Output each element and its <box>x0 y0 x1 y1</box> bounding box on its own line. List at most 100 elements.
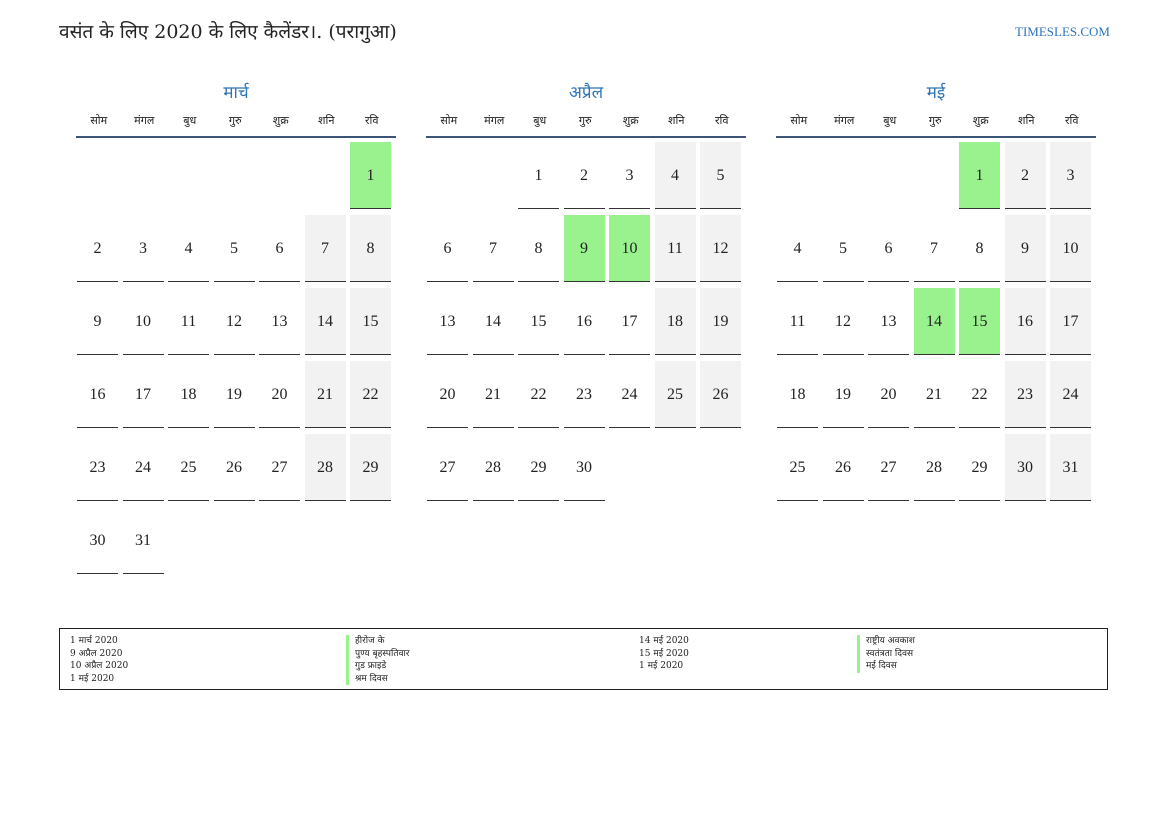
month-title: अप्रैल <box>568 83 604 103</box>
legend-holiday-name: मई दिवस <box>857 660 915 673</box>
site-link[interactable]: TIMESLES.COM <box>1015 24 1110 39</box>
weekday-label: सोम <box>440 114 458 127</box>
legend-date: 1 मई 2020 <box>639 661 684 672</box>
weekday-label: बुध <box>183 114 197 127</box>
day-cell: 9 <box>77 288 118 355</box>
legend-names-right: राष्ट्रीय अवकाश स्वतंत्रता दिवस मई दिवस <box>857 635 915 673</box>
day-cell: 25 <box>654 361 696 428</box>
day-cell: 27 <box>868 434 909 501</box>
day-cell: 18 <box>654 288 696 355</box>
day-cell: 2 <box>1004 142 1046 209</box>
legend-date: 15 मई 2020 <box>639 648 689 659</box>
weekday-label: मंगल <box>484 114 505 127</box>
weekday-label: गुरु <box>578 114 592 127</box>
day-cell: 7 <box>472 215 514 282</box>
weekday-label: बुध <box>533 114 547 127</box>
weekday-header: सोम मंगल बुध गुरु शुक्र शनि रवि <box>776 106 1096 138</box>
legend-holiday-name: श्रम दिवस <box>346 672 409 686</box>
day-cell: 11 <box>777 288 818 355</box>
day-cell: 6 <box>427 215 468 282</box>
day-cell: 11 <box>168 288 209 355</box>
day-cell: 2 <box>77 215 118 282</box>
day-cell: 12 <box>822 288 864 355</box>
weekday-label: गुरु <box>928 114 942 127</box>
day-cell: 29 <box>350 434 391 501</box>
day-cell: 2 <box>563 142 605 209</box>
legend-holiday-name: स्वतंत्रता दिवस <box>857 647 915 661</box>
day-cell: 1 <box>518 142 559 209</box>
day-cell: 18 <box>777 361 818 428</box>
day-cell: 11 <box>654 215 696 282</box>
day-cell: 23 <box>1004 361 1046 428</box>
weekday-label: शनि <box>318 114 335 127</box>
day-cell: 16 <box>1004 288 1046 355</box>
legend-date: 14 मई 2020 <box>639 636 689 646</box>
day-cell: 5 <box>822 215 864 282</box>
day-cell: 28 <box>304 434 346 501</box>
day-cell: 23 <box>563 361 605 428</box>
day-cell: 27 <box>427 434 468 501</box>
day-cell: 12 <box>700 215 741 282</box>
day-cell: 20 <box>259 361 300 428</box>
day-cell: 13 <box>427 288 468 355</box>
weekday-label: बुध <box>883 114 897 127</box>
day-cell: 3 <box>609 142 650 209</box>
weekday-label: शनि <box>1018 114 1035 127</box>
day-cell: 13 <box>259 288 300 355</box>
legend-date: 1 मार्च 2020 <box>70 636 118 646</box>
day-cell: 31 <box>122 507 164 574</box>
weekday-label: शुक्र <box>972 114 989 127</box>
legend-dates-left: 1 मार्च 2020 9 अप्रैल 2020 10 अप्रैल 202… <box>70 635 128 685</box>
legend-date: 1 मई 2020 <box>70 673 115 684</box>
day-cell: 5 <box>213 215 255 282</box>
day-cell: 25 <box>777 434 818 501</box>
weekday-header: सोम मंगल बुध गुरु शुक्र शनि रवि <box>426 106 746 138</box>
day-cell: 27 <box>259 434 300 501</box>
day-cell: 26 <box>213 434 255 501</box>
day-cell: 13 <box>868 288 909 355</box>
holiday-day-cell: 1 <box>959 142 1000 209</box>
day-cell: 12 <box>213 288 255 355</box>
weekday-label: मंगल <box>834 114 855 127</box>
day-cell: 10 <box>1050 215 1091 282</box>
day-cell: 21 <box>472 361 514 428</box>
holiday-day-cell: 9 <box>563 215 605 282</box>
day-cell: 24 <box>1050 361 1091 428</box>
legend-holiday-name: गुड फ्राइडे <box>346 660 409 673</box>
legend-dates-right: 14 मई 2020 15 मई 2020 1 मई 2020 <box>639 635 689 673</box>
day-cell: 17 <box>1050 288 1091 355</box>
day-cell: 30 <box>1004 434 1046 501</box>
weekday-label: रवि <box>365 114 379 127</box>
day-cell: 26 <box>700 361 741 428</box>
day-cell: 29 <box>518 434 559 501</box>
day-cell: 7 <box>304 215 346 282</box>
day-cell: 10 <box>122 288 164 355</box>
day-cell: 6 <box>868 215 909 282</box>
day-cell: 16 <box>77 361 118 428</box>
holiday-day-cell: 15 <box>959 288 1000 355</box>
weekday-header: सोम मंगल बुध गुरु शुक्र शनि रवि <box>76 106 396 138</box>
day-cell: 30 <box>563 434 605 501</box>
day-cell: 3 <box>1050 142 1091 209</box>
day-cell: 3 <box>122 215 164 282</box>
day-cell: 24 <box>122 434 164 501</box>
weekday-label: शनि <box>668 114 685 127</box>
legend-holiday-name: पुण्य बृहस्पतिवार <box>346 647 409 661</box>
month-april: अप्रैल सोम मंगल बुध गुरु शुक्र शनि रवि 1… <box>426 80 746 501</box>
day-cell: 17 <box>609 288 650 355</box>
weekday-label: सोम <box>90 114 108 127</box>
day-cell: 19 <box>213 361 255 428</box>
holiday-legend: 1 मार्च 2020 9 अप्रैल 2020 10 अप्रैल 202… <box>59 628 1108 690</box>
day-cell: 28 <box>472 434 514 501</box>
day-cell: 19 <box>822 361 864 428</box>
day-cell: 22 <box>518 361 559 428</box>
weekday-label: शुक्र <box>622 114 639 127</box>
day-cell: 24 <box>609 361 650 428</box>
day-cell: 30 <box>77 507 118 574</box>
day-cell: 4 <box>654 142 696 209</box>
weekday-label: रवि <box>1065 114 1079 127</box>
day-cell: 20 <box>868 361 909 428</box>
day-cell: 17 <box>122 361 164 428</box>
day-cell: 9 <box>1004 215 1046 282</box>
